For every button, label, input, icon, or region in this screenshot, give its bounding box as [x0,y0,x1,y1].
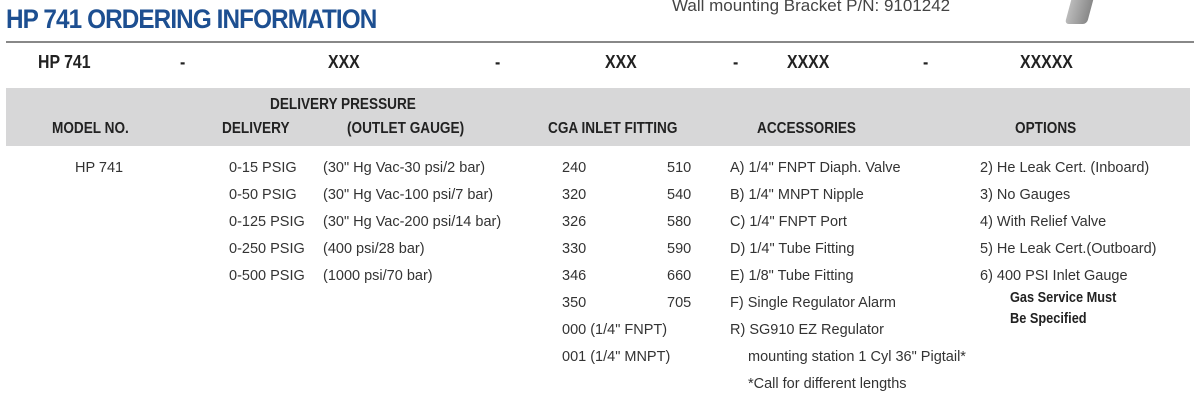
code-seg1: XXX [328,52,360,72]
header-accessories: ACCESSORIES [757,120,856,137]
gauge-item: (30" Hg Vac-100 psi/7 bar) [323,187,494,203]
gauge-item: (30" Hg Vac-30 psi/2 bar) [323,160,486,176]
cga-item: 580 [667,214,692,230]
delivery-item: 0-250 PSIG [229,241,305,257]
page-title: HP 741 ORDERING INFORMATION [6,4,377,34]
cga-item: 660 [667,268,692,284]
header-band [6,88,1190,146]
code-dash: - [733,52,739,72]
accessory-item: *Call for different lengths [748,376,907,392]
cga-item: 705 [667,295,692,311]
cga-item: 326 [562,214,587,230]
accessory-item: R) SG910 EZ Regulator [730,322,884,338]
accessory-item: B) 1/4" MNPT Nipple [730,187,864,203]
bracket-image [1064,0,1094,24]
bracket-part-number: Wall mounting Bracket P/N: 9101242 [672,0,951,15]
cga-item: 000 (1/4" FNPT) [562,322,668,338]
gauge-item: (1000 psi/70 bar) [323,268,433,284]
header-delivery-pressure: DELIVERY PRESSURE [270,96,416,113]
option-item: 4) With Relief Valve [980,214,1107,230]
code-model: HP 741 [38,52,91,72]
delivery-item: 0-500 PSIG [229,268,305,284]
header-cga: CGA INLET FITTING [548,120,678,137]
accessory-item: E) 1/8" Tube Fitting [730,268,854,284]
accessory-item: F) Single Regulator Alarm [730,295,897,311]
divider [6,41,1194,43]
accessory-item: C) 1/4" FNPT Port [730,214,847,230]
delivery-item: 0-15 PSIG [229,160,297,176]
code-seg4: XXXXX [1020,52,1073,72]
option-item: 3) No Gauges [980,187,1071,203]
option-item: 6) 400 PSI Inlet Gauge [980,268,1128,284]
code-dash: - [180,52,186,72]
gauge-item: (30" Hg Vac-200 psi/14 bar) [323,214,502,230]
options-note: Be Specified [1010,311,1087,327]
accessory-item: D) 1/4" Tube Fitting [730,241,855,257]
model-value: HP 741 [75,160,124,176]
cga-item: 320 [562,187,587,203]
header-model: MODEL NO. [52,120,129,137]
cga-item: 350 [562,295,587,311]
option-item: 2) He Leak Cert. (Inboard) [980,160,1150,176]
cga-item: 240 [562,160,587,176]
delivery-item: 0-125 PSIG [229,214,305,230]
cga-item: 590 [667,241,692,257]
accessory-item: mounting station 1 Cyl 36" Pigtail* [748,349,966,365]
code-seg3: XXXX [787,52,830,72]
accessory-item: A) 1/4" FNPT Diaph. Valve [730,160,901,176]
delivery-item: 0-50 PSIG [229,187,297,203]
options-note: Gas Service Must [1010,290,1117,306]
cga-item: 001 (1/4" MNPT) [562,349,671,365]
gauge-item: (400 psi/28 bar) [323,241,425,257]
option-item: 5) He Leak Cert.(Outboard) [980,241,1157,257]
cga-item: 346 [562,268,587,284]
code-dash: - [923,52,929,72]
header-options: OPTIONS [1015,120,1077,137]
header-outlet-gauge: (OUTLET GAUGE) [347,120,465,137]
code-seg2: XXX [605,52,637,72]
cga-item: 330 [562,241,587,257]
cga-item: 540 [667,187,692,203]
code-dash: - [495,52,501,72]
cga-item: 510 [667,160,692,176]
header-delivery: DELIVERY [222,120,290,137]
